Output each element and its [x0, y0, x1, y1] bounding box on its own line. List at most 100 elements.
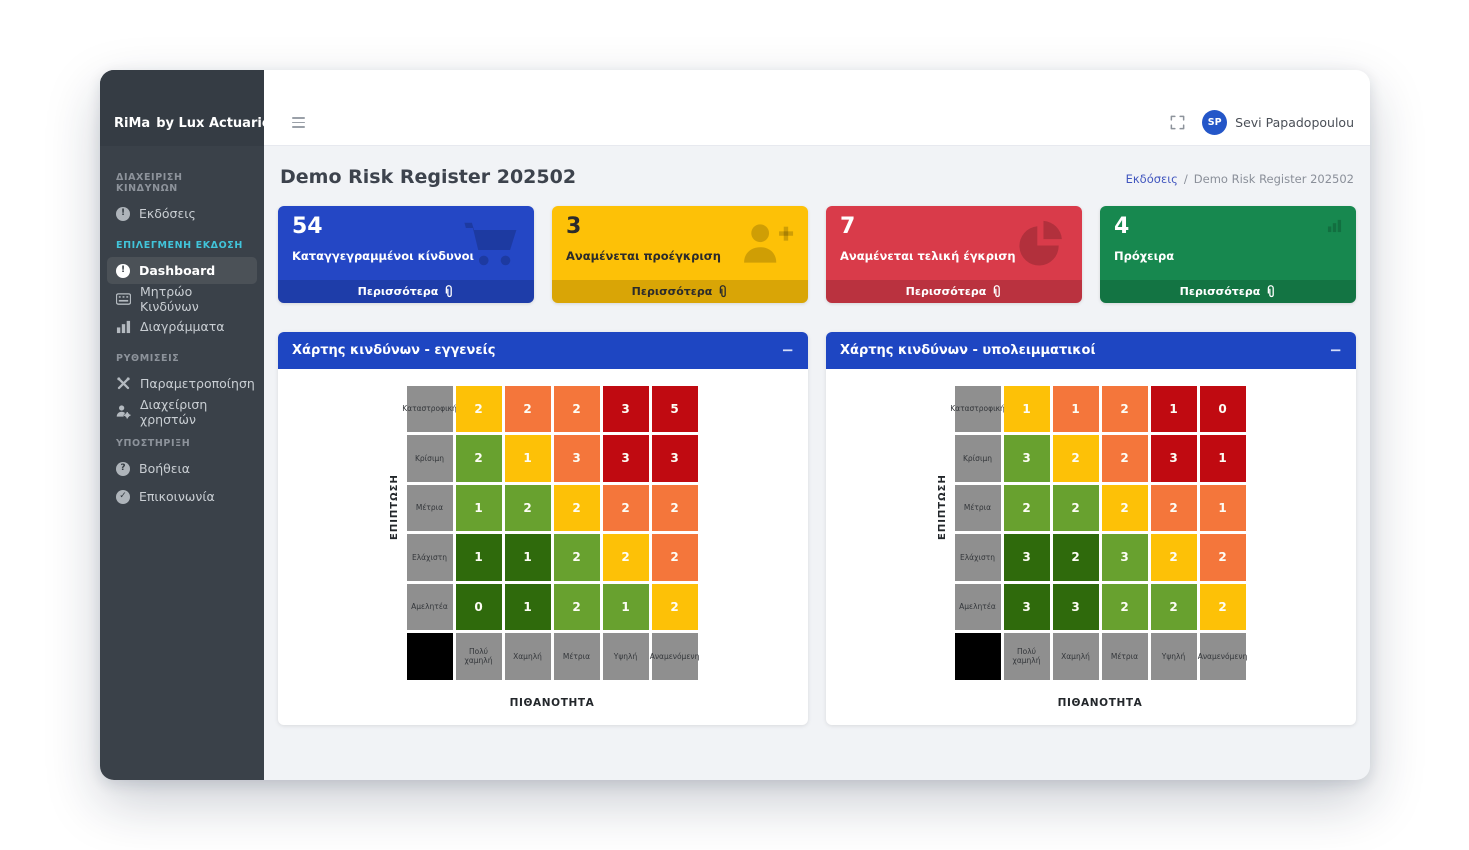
sidebar-item-διαχείριση-χρηστών[interactable]: Διαχείριση χρηστών — [107, 396, 257, 427]
sidebar-section-label: ΔΙΑΧΕΙΡΙΣΗ ΚΙΝΔΥΝΩΝ — [116, 172, 183, 194]
risk-matrix-cell: 2 — [602, 484, 649, 531]
panel-title: Χάρτης κινδύνων - υπολειμματικοί — [840, 343, 1096, 358]
likelihood-col-label: Πολύ χαμηλή — [1003, 633, 1050, 680]
impact-axis-label: ΕΠΙΠΤΩΣΗ — [936, 474, 948, 540]
sidebar-item-βοήθεια[interactable]: ? Βοήθεια — [107, 455, 257, 482]
stat-card-value: 54 — [292, 214, 323, 239]
sidebar: RiMa by Lux Actuaries ΔΙΑΧΕΙΡΙΣΗ ΚΙΝΔΥΝΩ… — [100, 70, 278, 780]
matrix-corner — [406, 633, 453, 680]
stat-card-more-link[interactable]: Περισσότερα — [552, 280, 808, 303]
risk-matrix-cell: 3 — [1052, 583, 1099, 630]
breadcrumb-current: Demo Risk Register 202502 — [1193, 172, 1354, 186]
risk-matrix-cell: 3 — [651, 435, 698, 482]
risk-matrix-cell: 3 — [1150, 435, 1197, 482]
risk-matrix-cell: 2 — [553, 583, 600, 630]
risk-matrix-cell: 2 — [1150, 583, 1197, 630]
info-circle-icon: ! — [116, 263, 130, 278]
stat-card-more-link[interactable]: Περισσότερα — [826, 280, 1082, 303]
panel-title: Χάρτης κινδύνων - εγγενείς — [292, 343, 496, 358]
more-label: Περισσότερα — [631, 285, 713, 298]
risk-matrix: Καταστροφική 2 2 2 3 5 Κρίσιμη 2 1 3 3 3 Μέτρια 1 2 2 2 2… — [402, 385, 699, 680]
risk-matrix-cell: 2 — [553, 385, 600, 432]
sidebar-item-label: Βοήθεια — [139, 461, 191, 476]
avatar: SP — [1202, 110, 1228, 135]
hamburger-icon[interactable] — [288, 113, 309, 131]
sidebar-item-επικοινωνία[interactable]: ✓ Επικοινωνία — [107, 483, 257, 510]
help-circle-icon: ? — [116, 461, 130, 476]
impact-row-label: Ελάχιστη — [406, 534, 453, 581]
likelihood-col-label: Υψηλή — [602, 633, 649, 680]
risk-matrix-cell: 3 — [1003, 583, 1050, 630]
risk-matrix-cell: 1 — [1052, 385, 1099, 432]
risk-matrix-cell: 1 — [602, 583, 649, 630]
risk-matrix-cell: 1 — [504, 435, 551, 482]
risk-matrix-cell: 3 — [602, 435, 649, 482]
risk-matrix-cell: 2 — [553, 484, 600, 531]
sidebar-item-μητρώο-κινδύνων[interactable]: Μητρώο Κινδύνων — [107, 284, 257, 314]
sidebar-item-παραμετροποίηση[interactable]: Παραμετροποίηση — [107, 370, 257, 397]
impact-row-label: Κρίσιμη — [954, 435, 1001, 482]
bar-chart-icon — [1327, 218, 1342, 237]
risk-matrix-cell: 1 — [455, 484, 502, 531]
matrix-corner — [954, 633, 1001, 680]
more-label: Περισσότερα — [905, 285, 987, 298]
sidebar-item-label: Παραμετροποίηση — [140, 376, 255, 391]
stat-cards: 54 Καταγγεγραμμένοι κίνδυνοι Περισσότερα 3 Α… — [278, 206, 1356, 303]
user-name: Sevi Papadopoulou — [1235, 115, 1354, 130]
impact-row-label: Ελάχιστη — [954, 534, 1001, 581]
risk-matrix-cell: 1 — [1199, 484, 1246, 531]
risk-matrix-cell: 1 — [1199, 435, 1246, 482]
risk-matrix-cell: 2 — [1150, 484, 1197, 531]
impact-row-label: Αμελητέα — [406, 583, 453, 630]
stat-card-more-link[interactable]: Περισσότερα — [278, 280, 534, 303]
page-title: Demo Risk Register 202502 — [280, 166, 577, 188]
pie-chart-icon — [1014, 218, 1068, 272]
risk-matrix-cell: 2 — [1003, 484, 1050, 531]
breadcrumb: Εκδόσεις / Demo Risk Register 202502 — [1126, 172, 1354, 186]
risk-matrix-cell: 2 — [1101, 435, 1148, 482]
sidebar-item-εκδόσεις[interactable]: ! Εκδόσεις — [107, 200, 257, 227]
collapse-button[interactable]: − — [1329, 341, 1342, 359]
risk-matrix-cell: 2 — [651, 534, 698, 581]
risk-matrix-cell: 1 — [1003, 385, 1050, 432]
fullscreen-icon[interactable] — [1169, 114, 1186, 131]
likelihood-col-label: Υψηλή — [1150, 633, 1197, 680]
likelihood-col-label: Μέτρια — [1101, 633, 1148, 680]
sidebar-item-dashboard[interactable]: ! Dashboard — [107, 257, 257, 284]
stat-card-more-link[interactable]: Περισσότερα — [1100, 280, 1356, 303]
impact-row-label: Μέτρια — [954, 484, 1001, 531]
likelihood-col-label: Αναμενόμενη — [650, 633, 699, 680]
sidebar-section-label: ΕΠΙΛΕΓΜΕΝΗ ΕΚΔΟΣΗ — [116, 240, 243, 251]
collapse-button[interactable]: − — [781, 341, 794, 359]
link-icon — [991, 285, 1002, 298]
risk-matrix-cell: 1 — [455, 534, 502, 581]
impact-row-label: Αμελητέα — [954, 583, 1001, 630]
stat-card: 7 Αναμένεται τελική έγκριση Περισσότερα — [826, 206, 1082, 303]
risk-matrix-cell: 3 — [1101, 534, 1148, 581]
sidebar-item-διαγράμματα[interactable]: Διαγράμματα — [107, 313, 257, 340]
bar-chart-icon — [116, 319, 131, 334]
breadcrumb-separator: / — [1183, 172, 1188, 186]
risk-map-panel: Χάρτης κινδύνων - εγγενείς − ΕΠΙΠΤΩΣΗ Κατασ… — [278, 332, 808, 725]
sidebar-section-label: ΡΥΘΜΙΣΕΙΣ — [116, 353, 180, 364]
info-circle-icon: ! — [116, 206, 130, 221]
likelihood-col-label: Αναμενόμενη — [1198, 633, 1247, 680]
stat-card-value: 7 — [840, 214, 856, 239]
more-label: Περισσότερα — [1179, 285, 1261, 298]
risk-matrix-cell: 2 — [651, 484, 698, 531]
impact-row-label: Μέτρια — [406, 484, 453, 531]
link-icon — [1265, 285, 1276, 298]
stat-card-label: Αναμένεται τελική έγκριση — [840, 249, 1016, 264]
breadcrumb-link-versions[interactable]: Εκδόσεις — [1125, 172, 1178, 186]
sidebar-item-label: Διαχείριση χρηστών — [140, 396, 208, 427]
panel-header: Χάρτης κινδύνων - εγγενείς − — [278, 332, 808, 369]
sidebar-item-label: Επικοινωνία — [139, 489, 215, 504]
risk-matrix-cell: 2 — [651, 583, 698, 630]
likelihood-col-label: Χαμηλή — [504, 633, 551, 680]
risk-matrix-cell: 2 — [1199, 534, 1246, 581]
risk-matrix-cell: 2 — [1150, 534, 1197, 581]
risk-matrix-cell: 3 — [1003, 534, 1050, 581]
more-label: Περισσότερα — [357, 285, 439, 298]
user-menu[interactable]: SP Sevi Papadopoulou — [1202, 110, 1354, 135]
impact-row-label: Κρίσιμη — [406, 435, 453, 482]
